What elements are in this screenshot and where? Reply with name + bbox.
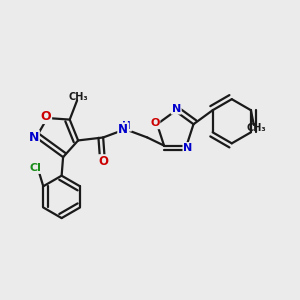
Text: N: N xyxy=(172,103,181,114)
Text: N: N xyxy=(28,131,39,144)
Text: O: O xyxy=(40,110,51,123)
Text: O: O xyxy=(99,155,109,168)
Text: CH₃: CH₃ xyxy=(246,124,266,134)
Text: N: N xyxy=(183,143,193,153)
Text: CH₃: CH₃ xyxy=(69,92,88,102)
Text: N: N xyxy=(118,123,128,136)
Text: O: O xyxy=(150,118,159,128)
Text: Cl: Cl xyxy=(30,163,42,173)
Text: H: H xyxy=(122,121,131,131)
